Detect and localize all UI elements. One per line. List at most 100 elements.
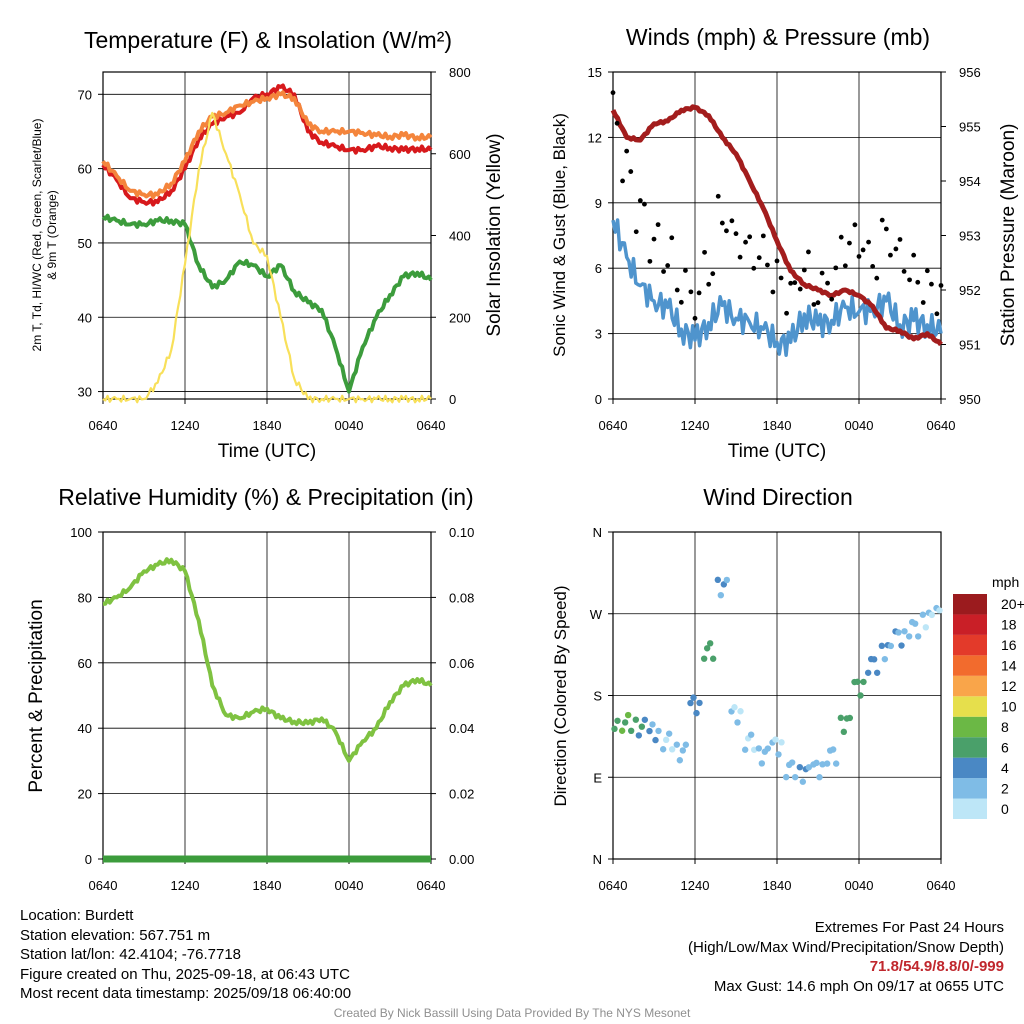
direction-point	[755, 745, 763, 752]
direction-point	[706, 640, 714, 647]
gust-point	[792, 280, 798, 286]
direction-point	[700, 655, 708, 662]
x-tick-label: 0640	[89, 418, 118, 433]
direction-point	[791, 773, 799, 781]
direction-point	[723, 576, 731, 584]
legend-label: 0	[1001, 801, 1009, 817]
y-tick-label: 80	[78, 590, 92, 605]
gust-point	[770, 289, 776, 295]
gust-point	[874, 275, 880, 281]
gust-point	[825, 280, 830, 286]
gust-point	[784, 310, 789, 316]
y-right-tick-label: 952	[959, 283, 981, 298]
direction-point	[796, 763, 804, 771]
gust-point	[938, 283, 944, 288]
x-tick-label: 0640	[927, 878, 956, 893]
gust-point	[620, 178, 625, 184]
direction-point	[731, 704, 738, 711]
gust-point	[633, 229, 639, 235]
direction-point	[788, 759, 796, 766]
gust-point	[683, 268, 688, 273]
legend-label: 16	[1001, 637, 1017, 653]
legend-label: 12	[1001, 678, 1017, 694]
gust-point	[702, 249, 707, 255]
y-right-tick-label: 0	[449, 392, 456, 407]
y-tick-label: 60	[78, 162, 92, 177]
x-tick-label: 0640	[89, 878, 118, 893]
gust-point	[907, 277, 912, 283]
y-tick-label: 20	[78, 787, 92, 802]
direction-point	[846, 714, 854, 722]
legend-swatch	[953, 614, 987, 635]
direction-point	[659, 746, 667, 753]
gust-point	[870, 264, 876, 269]
direction-point	[936, 607, 943, 614]
gust-point	[897, 237, 903, 242]
y-right-tick-label: 0.00	[449, 852, 474, 867]
gust-point	[815, 300, 821, 306]
gust-point	[665, 263, 671, 268]
gust-point	[924, 268, 930, 274]
y-tick-label: 15	[588, 65, 602, 80]
y-tick-label: 100	[70, 525, 92, 540]
direction-point	[905, 633, 913, 640]
series-line-9m-t	[101, 90, 433, 200]
x-tick-label: 0640	[599, 418, 628, 433]
direction-point	[911, 620, 919, 627]
direction-point	[676, 757, 684, 764]
gust-point	[696, 290, 702, 296]
direction-point	[857, 692, 864, 699]
y-tick-label: 3	[595, 327, 602, 342]
gust-point	[774, 258, 780, 264]
direction-point	[714, 576, 722, 584]
direction-point	[799, 778, 807, 785]
credit-text: Created By Nick Bassill Using Data Provi…	[333, 1006, 691, 1020]
direction-point	[823, 760, 831, 767]
legend-label: 4	[1001, 760, 1009, 776]
legend-swatch	[953, 798, 987, 819]
direction-point	[898, 642, 905, 649]
direction-point	[638, 723, 646, 730]
direction-point	[649, 721, 656, 728]
gust-point	[706, 281, 712, 287]
direction-point	[655, 727, 662, 735]
legend-swatch	[953, 655, 987, 676]
gust-point	[647, 258, 653, 264]
x-tick-label: 0040	[845, 878, 874, 893]
legend-swatch	[953, 778, 987, 799]
gust-point	[929, 281, 934, 287]
gust-point	[743, 239, 748, 245]
direction-point	[816, 774, 823, 781]
extremes-panel: Extremes For Past 24 Hours (High/Low/Max…	[688, 918, 1004, 996]
gust-point	[819, 270, 825, 276]
direction-point	[624, 711, 632, 719]
chart-title: Temperature (F) & Insolation (W/m²)	[84, 27, 452, 53]
gust-point	[651, 236, 657, 242]
chart-panel-4	[608, 531, 942, 864]
x-tick-label: 1240	[681, 878, 710, 893]
direction-point	[693, 709, 700, 717]
direction-point	[668, 746, 676, 753]
legend-swatch	[953, 675, 987, 697]
direction-point	[614, 717, 621, 724]
elevation-text: Station elevation: 567.751 m	[20, 926, 211, 944]
gust-point	[852, 222, 858, 228]
gust-point	[760, 233, 766, 239]
gust-point	[842, 263, 848, 269]
y-tick-label: 0	[595, 392, 602, 407]
direction-point	[717, 591, 725, 599]
gust-point	[724, 228, 729, 234]
legend-label: 20+	[1001, 596, 1024, 612]
y-tick-label: 70	[78, 87, 92, 102]
gust-point	[733, 231, 739, 237]
gust-point	[756, 255, 762, 261]
gust-point	[847, 240, 852, 246]
direction-point	[611, 725, 618, 733]
series-line-station-pressure	[610, 104, 943, 347]
extremes-subtitle: (High/Low/Max Wind/Precipitation/Snow De…	[688, 938, 1004, 956]
direction-point	[840, 728, 848, 736]
gust-point	[911, 252, 917, 258]
gust-point	[637, 198, 643, 203]
gust-point	[719, 220, 725, 226]
